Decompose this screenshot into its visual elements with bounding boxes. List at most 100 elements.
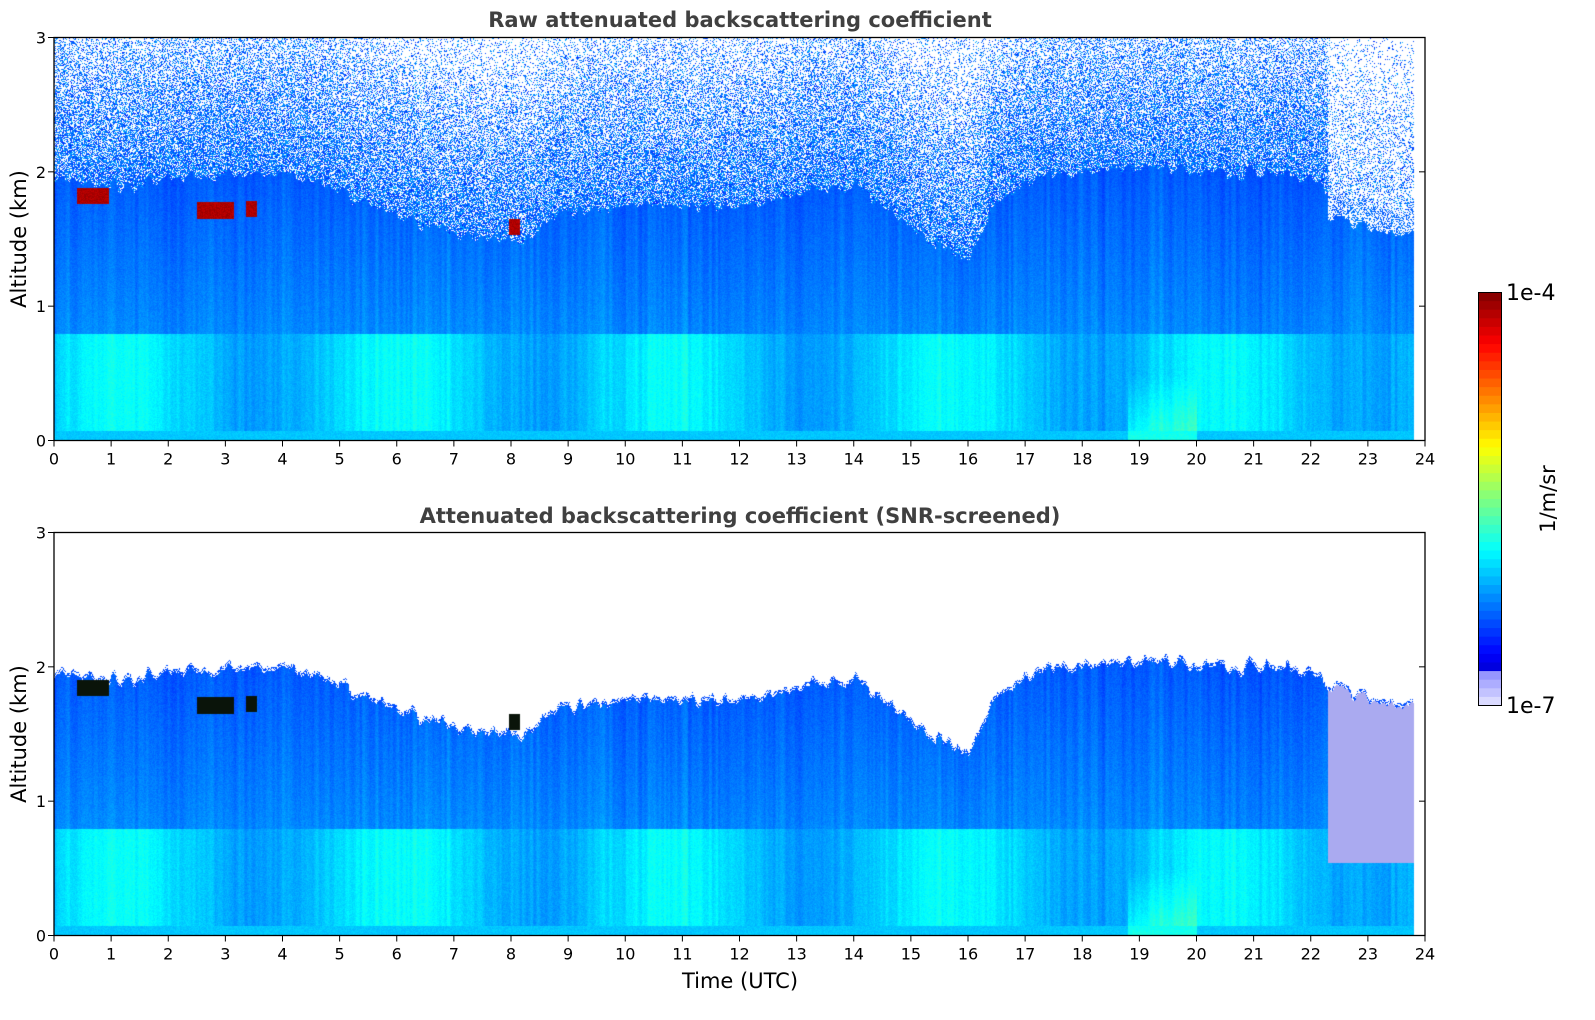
y-tick-label: 3	[36, 524, 46, 543]
colorbar-step	[1478, 662, 1502, 672]
y-tick-label: 3	[36, 29, 46, 48]
x-tick-label: 12	[729, 450, 749, 469]
x-tick-label: 5	[335, 450, 345, 469]
x-tick-label: 8	[506, 945, 516, 964]
x-tick-label: 11	[672, 945, 692, 964]
colorbar-step	[1478, 412, 1502, 423]
x-tick-label: 2	[163, 945, 173, 964]
colorbar-step	[1478, 473, 1502, 483]
y-tick-label: 2	[36, 163, 46, 182]
colorbar-step	[1478, 671, 1502, 681]
x-tick-label: 14	[844, 450, 864, 469]
panel-title-raw: Raw attenuated backscattering coefficien…	[488, 8, 992, 32]
x-tick-label: 0	[49, 450, 59, 469]
colorbar-step	[1478, 404, 1502, 414]
x-tick-label: 10	[615, 945, 635, 964]
x-tick-label: 13	[786, 450, 806, 469]
x-tick-label: 21	[1243, 945, 1263, 964]
x-tick-label: 9	[563, 945, 573, 964]
screened-backscatter-heatmap	[54, 532, 1425, 936]
colorbar-step	[1478, 507, 1502, 517]
colorbar-step	[1478, 533, 1502, 543]
y-tick-label: 0	[36, 432, 46, 451]
y-tick-label: 2	[36, 658, 46, 677]
x-tick-label: 2	[163, 450, 173, 469]
colorbar-step	[1478, 559, 1502, 569]
colorbar-step	[1478, 395, 1502, 405]
x-tick-label: 14	[844, 945, 864, 964]
x-tick-label: 23	[1358, 945, 1378, 964]
colorbar-frame	[1478, 292, 1502, 706]
colorbar-step	[1478, 516, 1502, 526]
colorbar-step	[1478, 636, 1502, 646]
x-tick-label: 8	[506, 450, 516, 469]
x-tick-label: 19	[1129, 450, 1149, 469]
colorbar-unit-label: 1/m/sr	[1536, 465, 1560, 533]
x-tick-label: 9	[563, 450, 573, 469]
x-tick-label: 24	[1415, 450, 1435, 469]
colorbar-step	[1478, 576, 1502, 586]
colorbar-step	[1478, 369, 1502, 380]
colorbar-step	[1478, 378, 1502, 388]
colorbar-step	[1478, 344, 1502, 354]
colorbar-step	[1478, 688, 1502, 698]
colorbar-step	[1478, 352, 1502, 362]
x-tick-label: 16	[958, 450, 978, 469]
colorbar-step	[1478, 645, 1502, 655]
colorbar-step	[1478, 326, 1502, 337]
colorbar-step	[1478, 481, 1502, 491]
x-tick-label: 18	[1072, 945, 1092, 964]
colorbar-max-label: 1e-4	[1506, 281, 1555, 306]
colorbar-step	[1478, 499, 1502, 509]
colorbar-step	[1478, 421, 1502, 431]
x-tick-label: 12	[729, 945, 749, 964]
x-tick-label: 18	[1072, 450, 1092, 469]
colorbar-step	[1478, 309, 1502, 319]
x-tick-label: 10	[615, 450, 635, 469]
x-axis-label: Time (UTC)	[681, 969, 798, 993]
colorbar-step	[1478, 550, 1502, 560]
x-tick-label: 19	[1129, 945, 1149, 964]
panel-title-screened: Attenuated backscattering coefficient (S…	[420, 504, 1061, 528]
colorbar-step	[1478, 361, 1502, 371]
colorbar-step	[1478, 318, 1502, 328]
x-tick-label: 3	[220, 450, 230, 469]
y-axis-label-screened: Altitude (km)	[7, 665, 31, 803]
colorbar-step	[1478, 524, 1502, 534]
x-tick-label: 3	[220, 945, 230, 964]
y-tick-label: 1	[36, 792, 46, 811]
colorbar-step	[1478, 490, 1502, 500]
colorbar-step	[1478, 464, 1502, 474]
raw-backscatter-panel: Raw attenuated backscattering coefficien…	[7, 8, 1435, 469]
colorbar-step	[1478, 335, 1502, 345]
x-tick-label: 20	[1186, 450, 1206, 469]
y-axis-label-raw: Altitude (km)	[7, 170, 31, 308]
x-tick-label: 15	[901, 945, 921, 964]
x-tick-label: 5	[335, 945, 345, 964]
colorbar-step	[1478, 430, 1502, 440]
x-tick-label: 11	[672, 450, 692, 469]
x-tick-label: 17	[1015, 450, 1035, 469]
x-tick-label: 6	[392, 450, 402, 469]
x-tick-label: 15	[901, 450, 921, 469]
x-tick-label: 20	[1186, 945, 1206, 964]
x-tick-label: 7	[449, 945, 459, 964]
x-tick-label: 7	[449, 450, 459, 469]
x-tick-label: 24	[1415, 945, 1435, 964]
x-tick-label: 22	[1301, 450, 1321, 469]
x-tick-label: 21	[1243, 450, 1263, 469]
colorbar-step	[1478, 455, 1502, 466]
x-tick-label: 6	[392, 945, 402, 964]
y-tick-label: 0	[36, 927, 46, 946]
colorbar-step	[1478, 619, 1502, 629]
x-tick-label: 16	[958, 945, 978, 964]
raw-backscatter-heatmap	[54, 37, 1425, 441]
colorbar-step	[1478, 447, 1502, 457]
colorbar-step	[1478, 602, 1502, 612]
x-tick-label: 17	[1015, 945, 1035, 964]
colorbar-step	[1478, 438, 1502, 448]
colorbar-step	[1478, 653, 1502, 663]
colorbar-step	[1478, 610, 1502, 620]
colorbar-step	[1478, 593, 1502, 603]
colorbar-step	[1478, 628, 1502, 638]
